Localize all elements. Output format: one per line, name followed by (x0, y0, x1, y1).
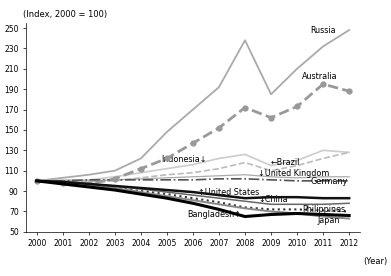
Text: (Year): (Year) (363, 257, 387, 266)
Text: Indonesia↓: Indonesia↓ (162, 155, 207, 164)
Text: ↑United States: ↑United States (198, 188, 259, 197)
Text: Japan: Japan (318, 216, 340, 225)
Text: Russia: Russia (310, 26, 336, 35)
Text: ↓China: ↓China (258, 195, 288, 204)
Text: ↓United Kingdom: ↓United Kingdom (258, 169, 329, 178)
Text: Australia: Australia (302, 72, 338, 81)
Text: Germany: Germany (310, 177, 347, 186)
Text: (Index, 2000 = 100): (Index, 2000 = 100) (23, 10, 107, 19)
Text: Bangladesh↑: Bangladesh↑ (188, 210, 242, 219)
Text: ←Brazil: ←Brazil (271, 158, 300, 167)
Text: Philippines: Philippines (302, 205, 345, 214)
